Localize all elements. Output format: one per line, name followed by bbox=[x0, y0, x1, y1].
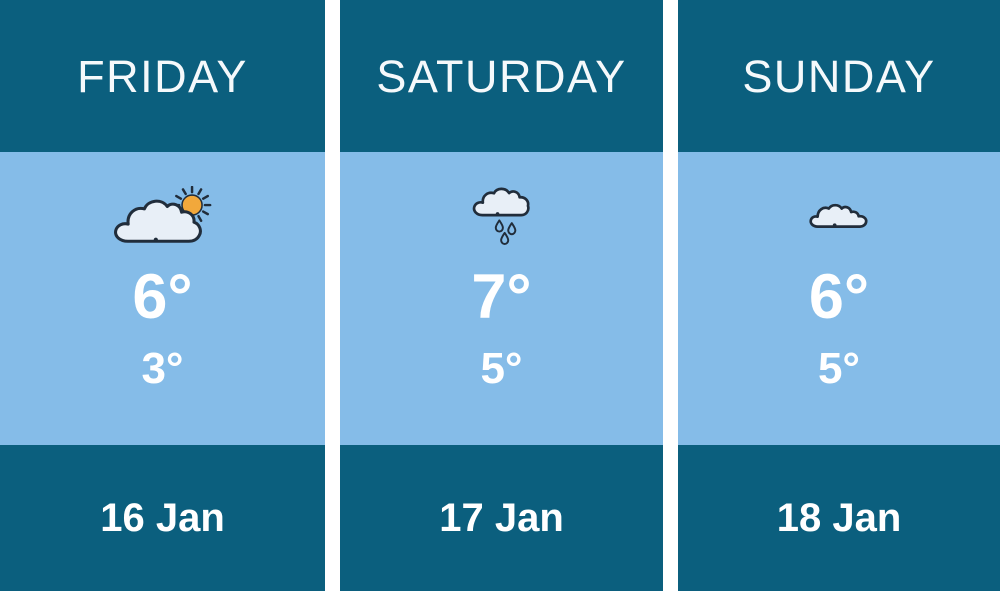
weather-icon-box bbox=[808, 174, 870, 258]
date-label: 17 Jan bbox=[439, 496, 564, 540]
cloud-icon bbox=[809, 203, 868, 228]
low-temperature: 5° bbox=[480, 344, 523, 393]
forecast-card-friday[interactable]: FRIDAY bbox=[0, 0, 325, 591]
low-temperature: 5° bbox=[817, 344, 861, 393]
weather-icon-box bbox=[110, 174, 215, 258]
sun-cloud-icon bbox=[114, 185, 212, 243]
date-footer: 16 Jan bbox=[0, 445, 325, 591]
date-footer: 18 Jan bbox=[678, 445, 1000, 591]
day-label: SUNDAY bbox=[742, 50, 936, 102]
forecast-card-saturday[interactable]: SATURDAY bbox=[340, 0, 663, 591]
day-header: FRIDAY bbox=[0, 0, 325, 152]
day-label: SATURDAY bbox=[376, 50, 627, 102]
card-body: 6° 5° bbox=[678, 152, 1000, 445]
card-body: 6° 3° bbox=[0, 152, 325, 445]
low-temperature: 3° bbox=[141, 344, 184, 393]
day-label: FRIDAY bbox=[77, 50, 248, 102]
high-temperature: 7° bbox=[471, 262, 532, 332]
rain-cloud-icon bbox=[472, 187, 530, 245]
weather-icon-box bbox=[470, 174, 534, 258]
card-body: 7° 5° bbox=[340, 152, 663, 445]
date-label: 16 Jan bbox=[100, 496, 225, 540]
high-temperature: 6° bbox=[808, 262, 870, 332]
day-header: SATURDAY bbox=[340, 0, 663, 152]
date-label: 18 Jan bbox=[776, 496, 902, 540]
forecast-card-sunday[interactable]: SUNDAY bbox=[678, 0, 1000, 591]
date-footer: 17 Jan bbox=[340, 445, 663, 591]
high-temperature: 6° bbox=[132, 262, 193, 332]
day-header: SUNDAY bbox=[678, 0, 1000, 152]
